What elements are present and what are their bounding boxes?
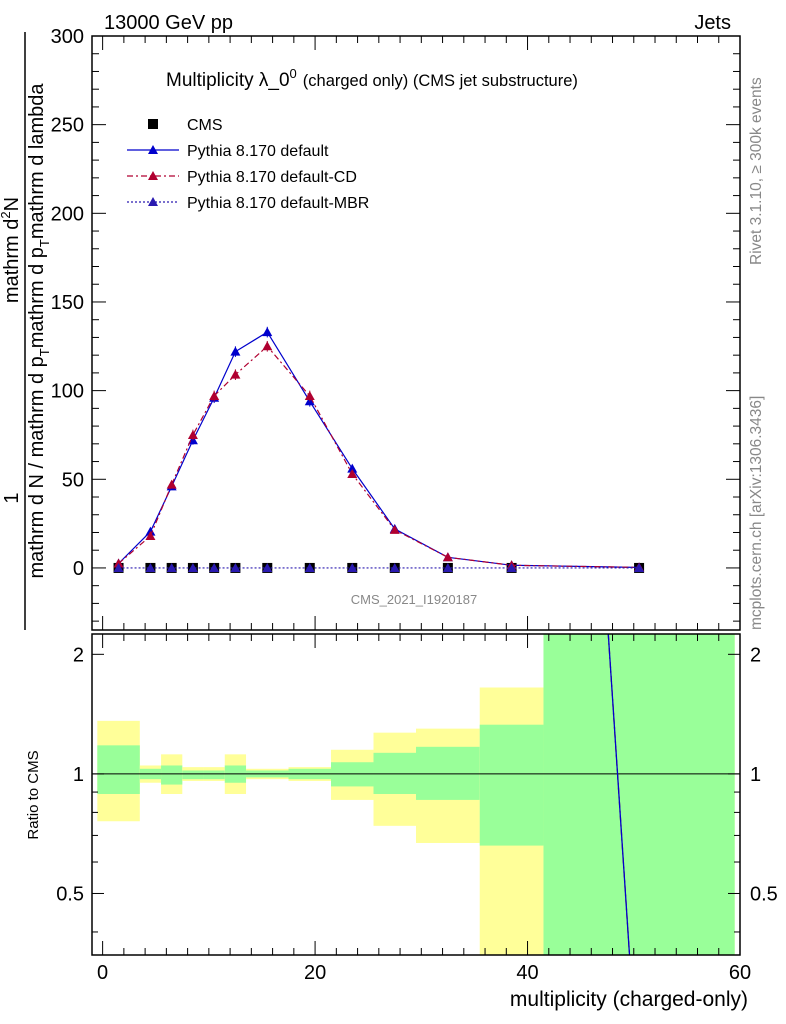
series-marker <box>442 562 453 572</box>
main-ytick-label: 150 <box>51 292 84 314</box>
series-marker <box>166 479 177 489</box>
ratio-ytick-label-right: 0.5 <box>750 883 778 905</box>
series-marker <box>230 562 241 572</box>
series-marker <box>634 562 645 572</box>
main-ytick-label: 250 <box>51 115 84 137</box>
legend: CMS Pythia 8.170 default Pythia 8.170 defa… <box>127 117 369 212</box>
main-ytick-label: 50 <box>62 469 84 491</box>
ylabel-denom-sub-1: T <box>37 348 52 356</box>
series-marker <box>262 562 273 572</box>
legend-label: CMS <box>187 117 223 134</box>
legend-marker <box>148 145 158 154</box>
xtick-label: 60 <box>729 962 751 984</box>
header-jets-label: Jets <box>694 12 731 34</box>
series-pythia-8-170-default <box>113 326 645 572</box>
ratio-ytick-label-right: 2 <box>750 644 761 666</box>
series-marker <box>347 562 358 572</box>
series-marker <box>209 562 220 572</box>
ylabel-denom-sub-2: T <box>37 239 52 247</box>
legend-label: Pythia 8.170 default <box>187 143 329 160</box>
series-marker <box>347 468 358 478</box>
ylabel-top-line: mathrm d <box>1 219 23 303</box>
legend-label: Pythia 8.170 default-MBR <box>187 195 369 212</box>
series-marker <box>145 562 156 572</box>
series-marker <box>389 562 400 572</box>
series-marker <box>230 346 241 356</box>
ratio-plot-panel: 0.5 0.51 12 20 20 40 60 <box>56 633 778 984</box>
ratio-ytick-label: 2 <box>73 644 84 666</box>
ratio-band-inner <box>97 745 140 794</box>
analysis-watermark: CMS_2021_I1920187 <box>351 592 478 607</box>
legend-marker <box>148 171 158 180</box>
ratio-line-default <box>607 633 631 956</box>
ratio-band-inner <box>543 634 735 955</box>
series-line <box>118 345 640 569</box>
main-ytick-label: 0 <box>73 558 84 580</box>
series-line <box>118 331 640 569</box>
ratio-ytick-label-right: 1 <box>750 764 761 786</box>
header-energy-label: 13000 GeV pp <box>104 12 233 34</box>
xaxis-label: multiplicity (charged-only) <box>510 988 748 1011</box>
ratio-ylabel: Ratio to CMS <box>25 750 42 839</box>
ylabel-top-rest: N <box>1 197 23 211</box>
legend-marker <box>148 197 158 206</box>
series-marker <box>262 341 273 351</box>
main-plot-panel: 0 50 100 150 200 250 300 <box>51 26 741 631</box>
series-marker <box>442 552 453 562</box>
series-marker <box>347 463 358 473</box>
ylabel-top: mathrm d2N <box>0 197 23 303</box>
series-marker <box>304 562 315 572</box>
legend-marker-cms <box>148 119 158 129</box>
ratio-ytick-label: 1 <box>73 764 84 786</box>
ratio-band-inner <box>203 770 225 780</box>
main-ytick-label: 200 <box>51 203 84 225</box>
main-frame <box>91 35 741 631</box>
main-ylabel: 1 mathrm d2N mathrm d N / mathrm d pTmat… <box>0 32 52 630</box>
plot-title-main: Multiplicity λ_0 <box>166 70 290 91</box>
series-marker <box>506 562 517 572</box>
xtick-label: 40 <box>516 962 538 984</box>
ratio-band-inner <box>479 724 544 846</box>
ratio-band-inner <box>416 746 480 800</box>
series-pythia-8-170-default-cd <box>113 340 645 572</box>
legend-label: Pythia 8.170 default-CD <box>187 169 357 186</box>
ylabel-denom-part-3: mathrm d lambda <box>26 83 48 239</box>
ratio-band-inner <box>182 770 204 780</box>
ylabel-denom-part-2: mathrm d p <box>26 247 48 348</box>
mcplots-label: mcplots.cern.ch [arXiv:1306.3436] <box>748 396 765 630</box>
ylabel-denom-part-1: mathrm d N / mathrm d p <box>26 356 48 578</box>
main-ytick-label: 300 <box>51 26 84 48</box>
series-marker <box>166 562 177 572</box>
series-marker <box>145 531 156 541</box>
rivet-label: Rivet 3.1.10, ≥ 300k events <box>748 77 765 265</box>
plot-title-suffix: (charged only) (CMS jet substructure) <box>303 72 578 90</box>
plot-title-sup: 0 <box>290 66 297 81</box>
ylabel-top-sup: 2 <box>0 211 13 218</box>
main-ytick-label: 100 <box>51 381 84 403</box>
ratio-band-inner <box>161 765 183 785</box>
ratio-frame <box>91 633 741 956</box>
xtick-label: 0 <box>97 962 108 984</box>
series-marker <box>113 562 124 572</box>
ylabel-denominator: mathrm d N / mathrm d pTmathrm d pTmathr… <box>26 83 52 579</box>
series-marker <box>230 369 241 379</box>
series-marker <box>304 390 315 400</box>
plot-title: Multiplicity λ_00 (charged only) (CMS jet… <box>166 66 578 91</box>
series-marker <box>262 327 273 337</box>
series-marker <box>187 429 198 439</box>
series-marker <box>187 562 198 572</box>
xtick-label: 20 <box>304 962 326 984</box>
ratio-ytick-label: 0.5 <box>56 883 84 905</box>
series-marker <box>209 390 220 400</box>
series-pythia-8-170-default-mbr <box>113 562 645 572</box>
series-marker <box>389 524 400 534</box>
ylabel-numerator: 1 <box>1 492 23 503</box>
